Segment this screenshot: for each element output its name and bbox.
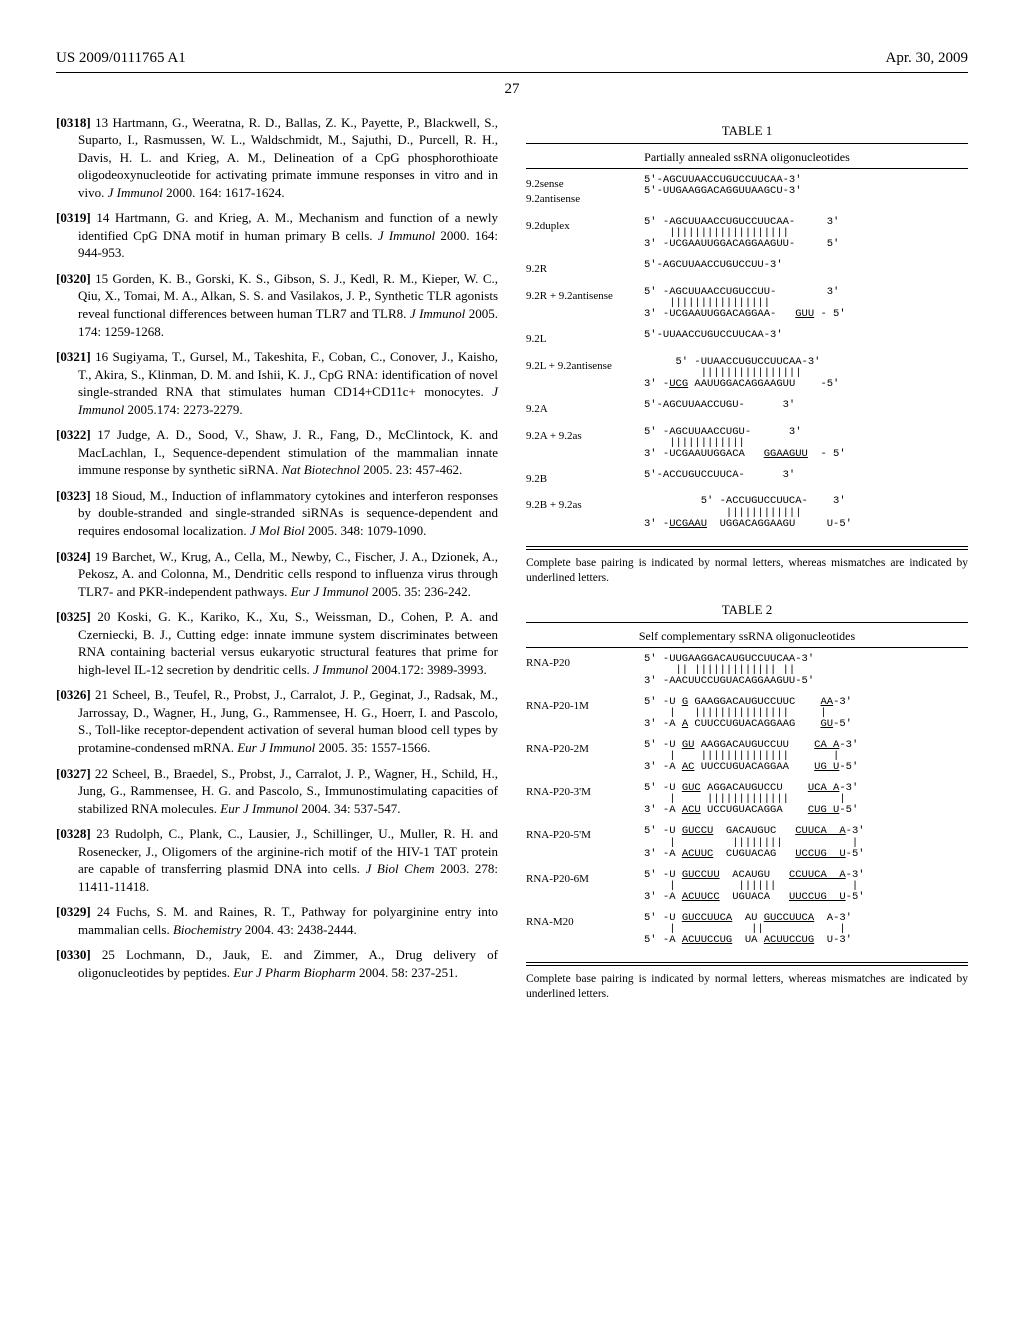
sequence-row: 9.2L + 9.2antisense 5' -UUAACCUGUCCUUCAA… <box>526 357 968 390</box>
patent-date: Apr. 30, 2009 <box>886 48 969 68</box>
sequence-label: 9.2duplex <box>526 217 644 234</box>
sequence-row: 9.2sense 9.2antisense5'-AGCUUAACCUGUCCUU… <box>526 175 968 207</box>
sequence-row: 9.2duplex5' -AGCUUAACCUGUCCUUCAA- 3' |||… <box>526 217 968 250</box>
sequence-content: 5' -U GU AAGGACAUGUCCUU CA A-3' | ||||||… <box>644 740 968 773</box>
sequence-label: RNA-P20-5'M <box>526 826 644 843</box>
table2-title: TABLE 2 <box>526 601 968 619</box>
reference-item: [0329] 24 Fuchs, S. M. and Raines, R. T.… <box>56 903 498 938</box>
reference-item: [0325] 20 Koski, G. K., Kariko, K., Xu, … <box>56 608 498 678</box>
reference-item: [0320] 15 Gorden, K. B., Gorski, K. S., … <box>56 270 498 340</box>
sequence-content: 5'-ACCUGUCCUUCA- 3' <box>644 470 968 481</box>
sequence-row: 9.2A + 9.2as5' -AGCUUAACCUGU- 3' |||||||… <box>526 427 968 460</box>
sequence-content: 5' -U GUC AGGACAUGUCCU UCA A-3' | ||||||… <box>644 783 968 816</box>
sequence-label: 9.2sense 9.2antisense <box>526 175 644 207</box>
sequence-label: RNA-P20 <box>526 654 644 671</box>
sequence-label: RNA-P20-6M <box>526 870 644 887</box>
sequence-content: 5' -UUAACCUGUCCUUCAA-3' ||||||||||||||||… <box>644 357 968 390</box>
sequence-content: 5' -U G GAAGGACAUGUCCUUC AA-3' | |||||||… <box>644 697 968 730</box>
sequence-label: RNA-P20-1M <box>526 697 644 714</box>
table2-body: RNA-P205' -UUGAAGGACAUGUCCUUCAA-3' || ||… <box>526 647 968 962</box>
sequence-row: RNA-M205' -U GUCCUUCA AU GUCCUUCA A-3' |… <box>526 913 968 946</box>
sequence-row: RNA-P205' -UUGAAGGACAUGUCCUUCAA-3' || ||… <box>526 654 968 687</box>
sequence-row: RNA-P20-3'M5' -U GUC AGGACAUGUCCU UCA A-… <box>526 783 968 816</box>
right-column: TABLE 1 Partially annealed ssRNA oligonu… <box>526 114 968 1003</box>
reference-item: [0324] 19 Barchet, W., Krug, A., Cella, … <box>56 548 498 601</box>
table2-caption: Self complementary ssRNA oligonucleotide… <box>526 625 968 647</box>
table1-caption: Partially annealed ssRNA oligonucleotide… <box>526 146 968 168</box>
page-number: 27 <box>56 79 968 99</box>
reference-item: [0323] 18 Sioud, M., Induction of inflam… <box>56 487 498 540</box>
sequence-content: 5'-UUAACCUGUCCUUCAA-3' <box>644 330 968 341</box>
sequence-row: RNA-P20-6M5' -U GUCCUU ACAUGU CCUUCA A-3… <box>526 870 968 903</box>
sequence-row: 9.2B + 9.2as 5' -ACCUGUCCUUCA- 3' ||||||… <box>526 496 968 529</box>
reference-item: [0319] 14 Hartmann, G. and Krieg, A. M.,… <box>56 209 498 262</box>
table2-footnote: Complete base pairing is indicated by no… <box>526 972 968 1003</box>
sequence-label: 9.2L <box>526 330 644 347</box>
sequence-label: 9.2A <box>526 400 644 417</box>
sequence-content: 5' -UUGAAGGACAUGUCCUUCAA-3' || |||||||||… <box>644 654 968 687</box>
sequence-row: 9.2R5'-AGCUUAACCUGUCCUU-3' <box>526 260 968 277</box>
sequence-content: 5' -AGCUUAACCUGUCCUUCAA- 3' ||||||||||||… <box>644 217 968 250</box>
reference-item: [0318] 13 Hartmann, G., Weeratna, R. D.,… <box>56 114 498 202</box>
reference-item: [0327] 22 Scheel, B., Braedel, S., Probs… <box>56 765 498 818</box>
table1-box: Partially annealed ssRNA oligonucleotide… <box>526 143 968 549</box>
sequence-content: 5' -ACCUGUCCUUCA- 3' |||||||||||| 3' -UC… <box>644 496 968 529</box>
sequence-label: 9.2R <box>526 260 644 277</box>
sequence-label: 9.2A + 9.2as <box>526 427 644 444</box>
sequence-label: RNA-P20-2M <box>526 740 644 757</box>
sequence-label: RNA-P20-3'M <box>526 783 644 800</box>
reference-item: [0322] 17 Judge, A. D., Sood, V., Shaw, … <box>56 426 498 479</box>
content-columns: [0318] 13 Hartmann, G., Weeratna, R. D.,… <box>56 114 968 1003</box>
sequence-content: 5'-AGCUUAACCUGUCCUU-3' <box>644 260 968 271</box>
sequence-row: 9.2A5'-AGCUUAACCUGU- 3' <box>526 400 968 417</box>
sequence-content: 5'-AGCUUAACCUGU- 3' <box>644 400 968 411</box>
sequence-label: 9.2L + 9.2antisense <box>526 357 644 374</box>
sequence-content: 5' -AGCUUAACCUGUCCUU- 3' |||||||||||||||… <box>644 287 968 320</box>
page-header: US 2009/0111765 A1 Apr. 30, 2009 <box>56 48 968 73</box>
table2-box: Self complementary ssRNA oligonucleotide… <box>526 622 968 966</box>
left-column: [0318] 13 Hartmann, G., Weeratna, R. D.,… <box>56 114 498 1003</box>
sequence-label: RNA-M20 <box>526 913 644 930</box>
sequence-content: 5'-AGCUUAACCUGUCCUUCAA-3' 5'-UUGAAGGACAG… <box>644 175 968 197</box>
sequence-content: 5' -AGCUUAACCUGU- 3' |||||||||||| 3' -UC… <box>644 427 968 460</box>
patent-id: US 2009/0111765 A1 <box>56 48 186 68</box>
sequence-label: 9.2B + 9.2as <box>526 496 644 513</box>
sequence-label: 9.2R + 9.2antisense <box>526 287 644 304</box>
sequence-label: 9.2B <box>526 470 644 487</box>
sequence-content: 5' -U GUCCUU ACAUGU CCUUCA A-3' | ||||||… <box>644 870 968 903</box>
reference-item: [0330] 25 Lochmann, D., Jauk, E. and Zim… <box>56 946 498 981</box>
sequence-row: 9.2L5'-UUAACCUGUCCUUCAA-3' <box>526 330 968 347</box>
sequence-row: RNA-P20-2M5' -U GU AAGGACAUGUCCUU CA A-3… <box>526 740 968 773</box>
sequence-row: RNA-P20-5'M5' -U GUCCU GACAUGUC CUUCA A-… <box>526 826 968 859</box>
table1-footnote: Complete base pairing is indicated by no… <box>526 556 968 587</box>
sequence-row: 9.2R + 9.2antisense5' -AGCUUAACCUGUCCUU-… <box>526 287 968 320</box>
sequence-row: 9.2B5'-ACCUGUCCUUCA- 3' <box>526 470 968 487</box>
reference-item: [0321] 16 Sugiyama, T., Gursel, M., Take… <box>56 348 498 418</box>
sequence-content: 5' -U GUCCU GACAUGUC CUUCA A-3' | ||||||… <box>644 826 968 859</box>
table1-title: TABLE 1 <box>526 122 968 140</box>
table1-body: 9.2sense 9.2antisense5'-AGCUUAACCUGUCCUU… <box>526 168 968 546</box>
sequence-row: RNA-P20-1M5' -U G GAAGGACAUGUCCUUC AA-3'… <box>526 697 968 730</box>
sequence-content: 5' -U GUCCUUCA AU GUCCUUCA A-3' | || | 5… <box>644 913 968 946</box>
reference-item: [0326] 21 Scheel, B., Teufel, R., Probst… <box>56 686 498 756</box>
reference-item: [0328] 23 Rudolph, C., Plank, C., Lausie… <box>56 825 498 895</box>
